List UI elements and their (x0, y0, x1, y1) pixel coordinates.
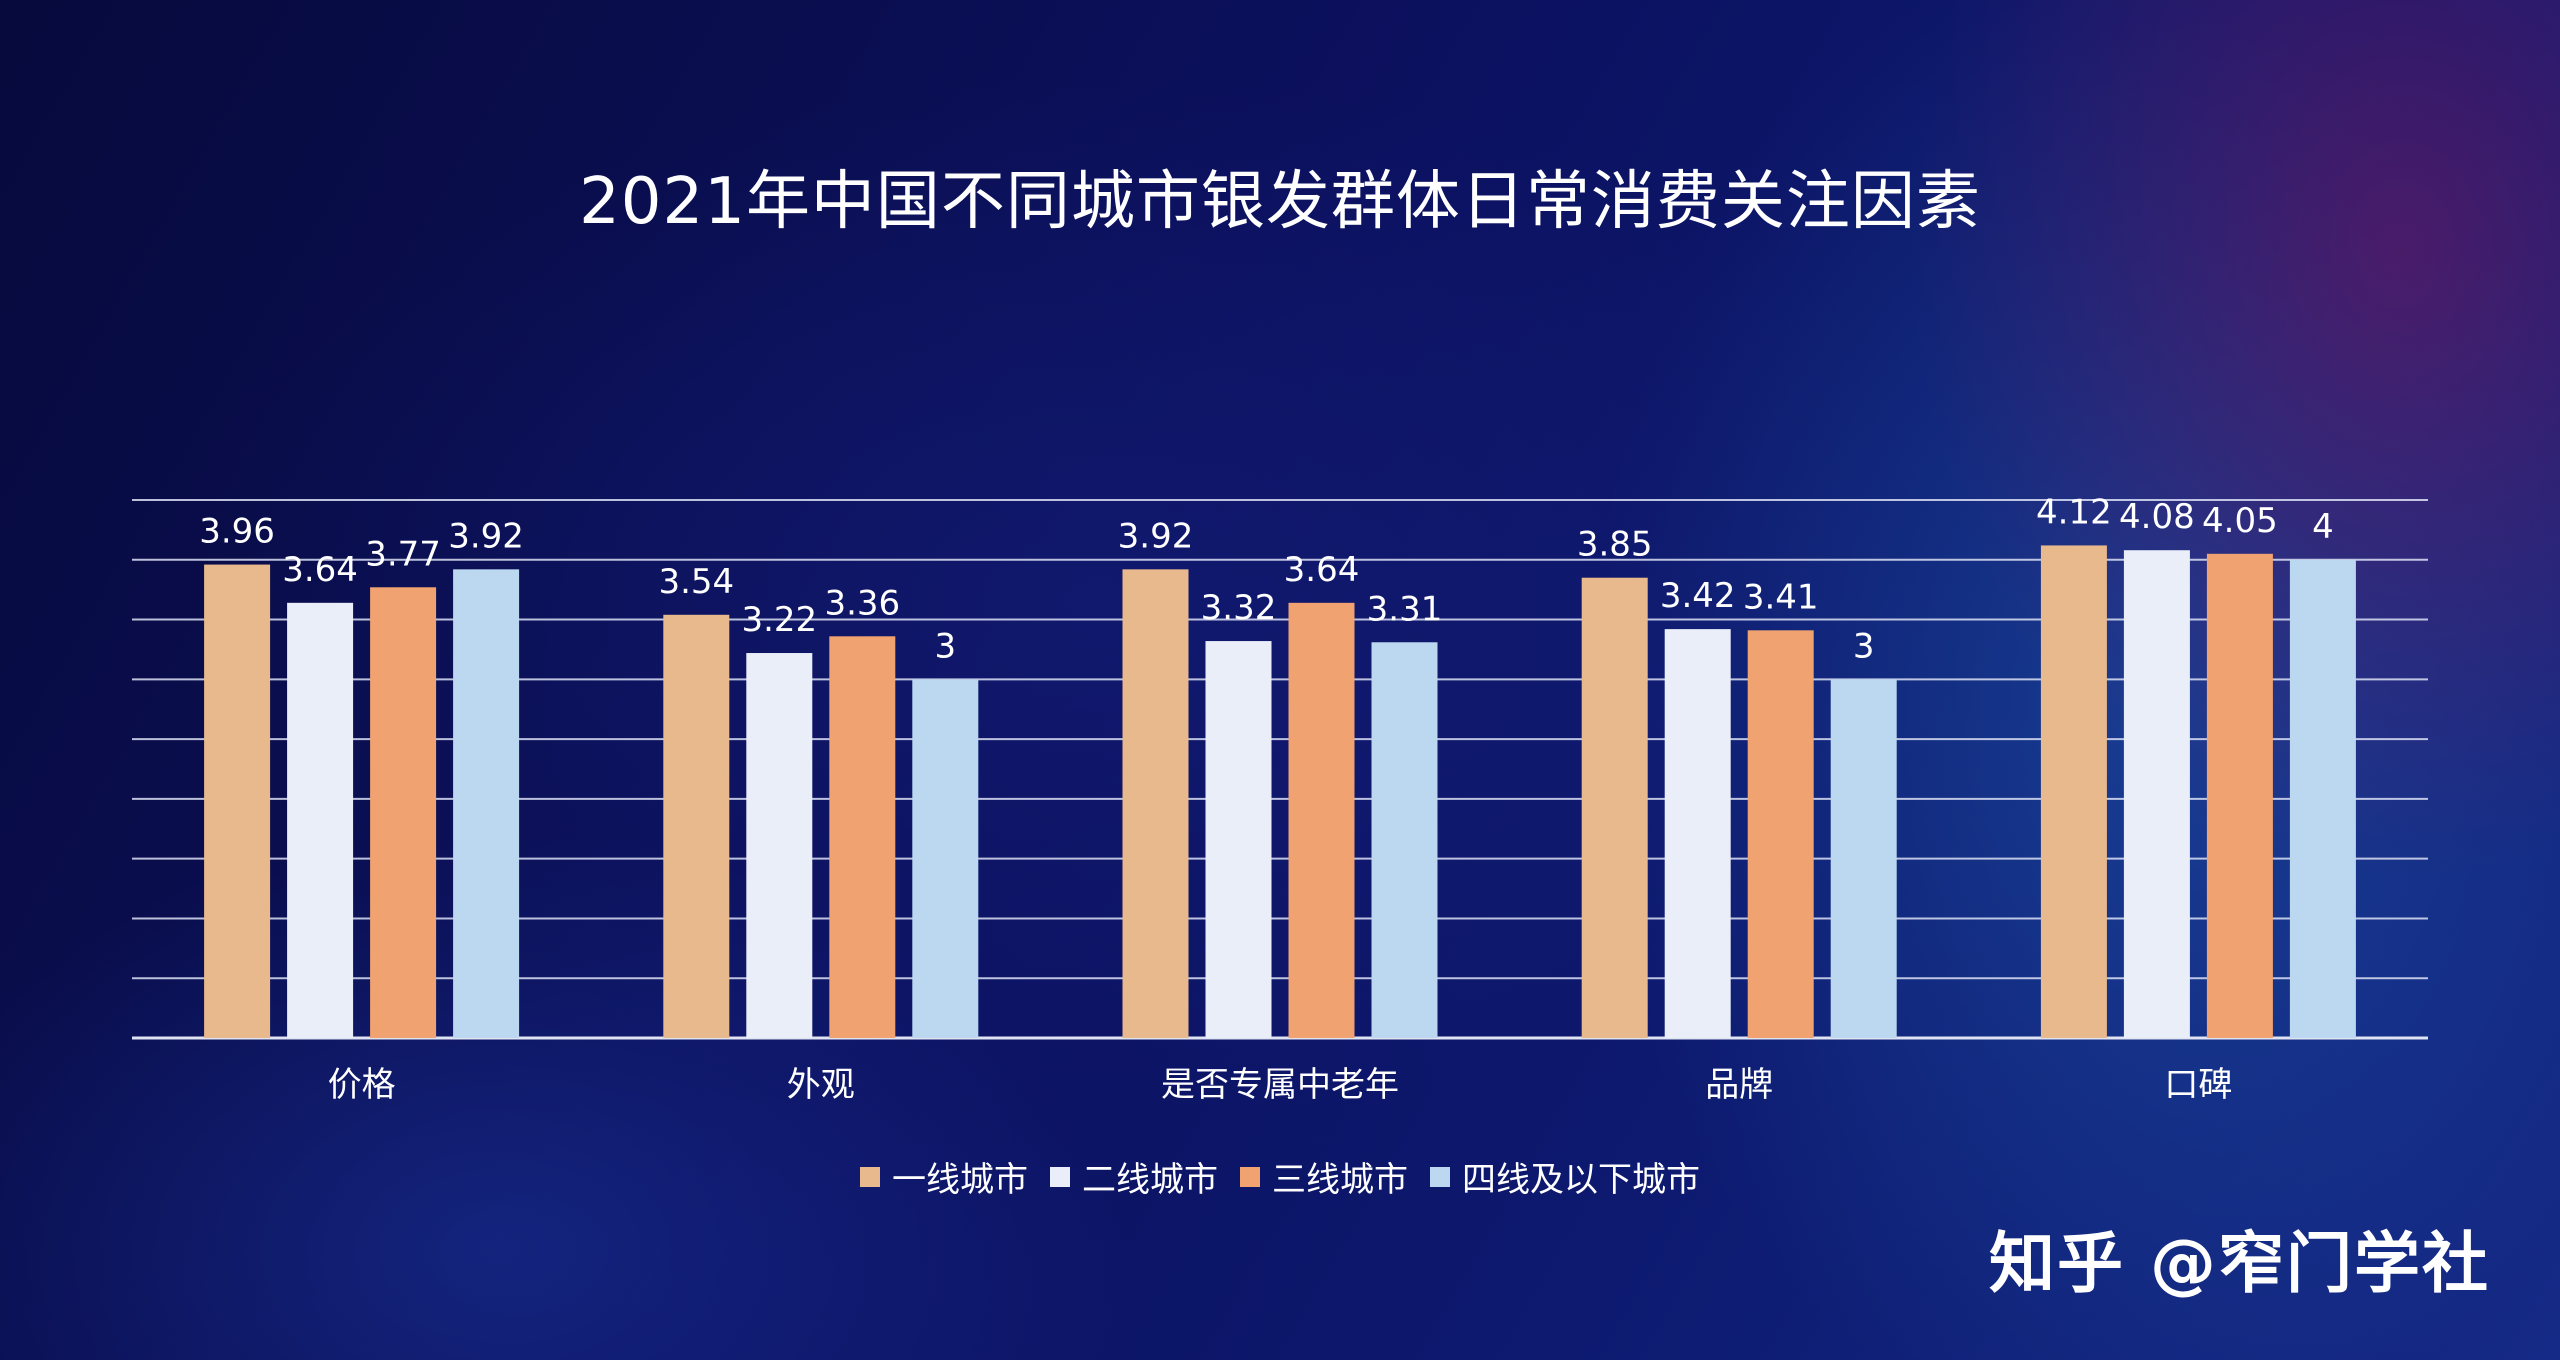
legend-item-2: 二线城市 (1050, 1152, 1218, 1201)
bar-3-series-4 (1371, 642, 1438, 1038)
data-label: 4.05 (2202, 501, 2278, 541)
category-labels: 价格 外观 是否专属中老年 品牌 口碑 (328, 1065, 2233, 1105)
bar-2-series-4 (912, 679, 979, 1038)
data-label: 3.41 (1743, 577, 1819, 617)
legend-swatch (1050, 1166, 1070, 1187)
legend-item-3: 三线城市 (1240, 1152, 1408, 1201)
data-label: 3 (1853, 626, 1875, 666)
bar-2-series-1 (663, 614, 730, 1038)
chart-title: 2021年中国不同城市银发群体日常消费关注因素 (579, 165, 1981, 239)
data-label: 3.85 (1577, 525, 1653, 565)
data-label: 3.31 (1367, 589, 1443, 629)
category-label: 外观 (787, 1065, 855, 1105)
legend-label: 一线城市 (892, 1160, 1028, 1200)
watermark: 知乎 @窄门学社 (1989, 1225, 2490, 1302)
bar-3-series-2 (1205, 641, 1272, 1038)
bar-5-series-2 (2123, 550, 2190, 1038)
category-label: 价格 (328, 1065, 396, 1105)
bar-1-series-4 (453, 569, 520, 1038)
legend-swatch (1430, 1166, 1450, 1187)
bar-1-series-2 (287, 602, 354, 1038)
bar-5-series-3 (2206, 553, 2273, 1038)
category-label: 品牌 (1705, 1065, 1773, 1105)
bars (204, 545, 2356, 1038)
data-label: 3.96 (199, 512, 275, 552)
data-label: 3.64 (1284, 550, 1360, 590)
legend-swatch (1240, 1166, 1260, 1187)
data-label: 3 (934, 626, 956, 666)
data-label: 3.42 (1660, 576, 1736, 616)
bar-1-series-1 (204, 564, 271, 1038)
data-label: 3.64 (282, 550, 358, 590)
data-label: 4 (2312, 507, 2334, 547)
legend-swatch (860, 1166, 880, 1187)
legend: 一线城市 二线城市 三线城市 四线及以下城市 (0, 1152, 2560, 1201)
bar-3-series-3 (1288, 602, 1355, 1038)
legend-label: 三线城市 (1272, 1160, 1408, 1200)
bar-5-series-1 (2040, 545, 2107, 1038)
legend-item-4: 四线及以下城市 (1430, 1152, 1700, 1201)
data-label: 3.77 (365, 534, 441, 574)
data-label: 3.92 (1118, 516, 1194, 556)
category-label: 口碑 (2164, 1065, 2232, 1105)
legend-label: 四线及以下城市 (1462, 1160, 1700, 1200)
data-label: 3.92 (448, 516, 524, 556)
legend-label: 二线城市 (1082, 1160, 1218, 1200)
category-label: 是否专属中老年 (1161, 1065, 1399, 1105)
bar-4-series-2 (1664, 629, 1731, 1038)
data-label: 3.36 (824, 583, 900, 623)
data-label: 4.12 (2036, 492, 2112, 532)
legend-item-1: 一线城市 (860, 1152, 1028, 1201)
bar-4-series-4 (1830, 679, 1897, 1038)
data-label: 3.54 (658, 562, 734, 602)
bar-5-series-4 (2289, 559, 2356, 1038)
data-label: 3.22 (741, 600, 817, 640)
bar-3-series-1 (1122, 569, 1189, 1038)
bar-4-series-3 (1747, 630, 1814, 1038)
data-labels: 3.963.64 3.77 3.923.543.22 3.3633.923.323.6… (199, 492, 2333, 666)
data-label: 3.32 (1201, 588, 1277, 628)
bar-1-series-3 (370, 587, 437, 1038)
bar-2-series-2 (746, 653, 813, 1038)
bar-4-series-1 (1581, 577, 1648, 1038)
bar-2-series-3 (829, 636, 896, 1038)
data-label: 4.08 (2119, 497, 2195, 537)
